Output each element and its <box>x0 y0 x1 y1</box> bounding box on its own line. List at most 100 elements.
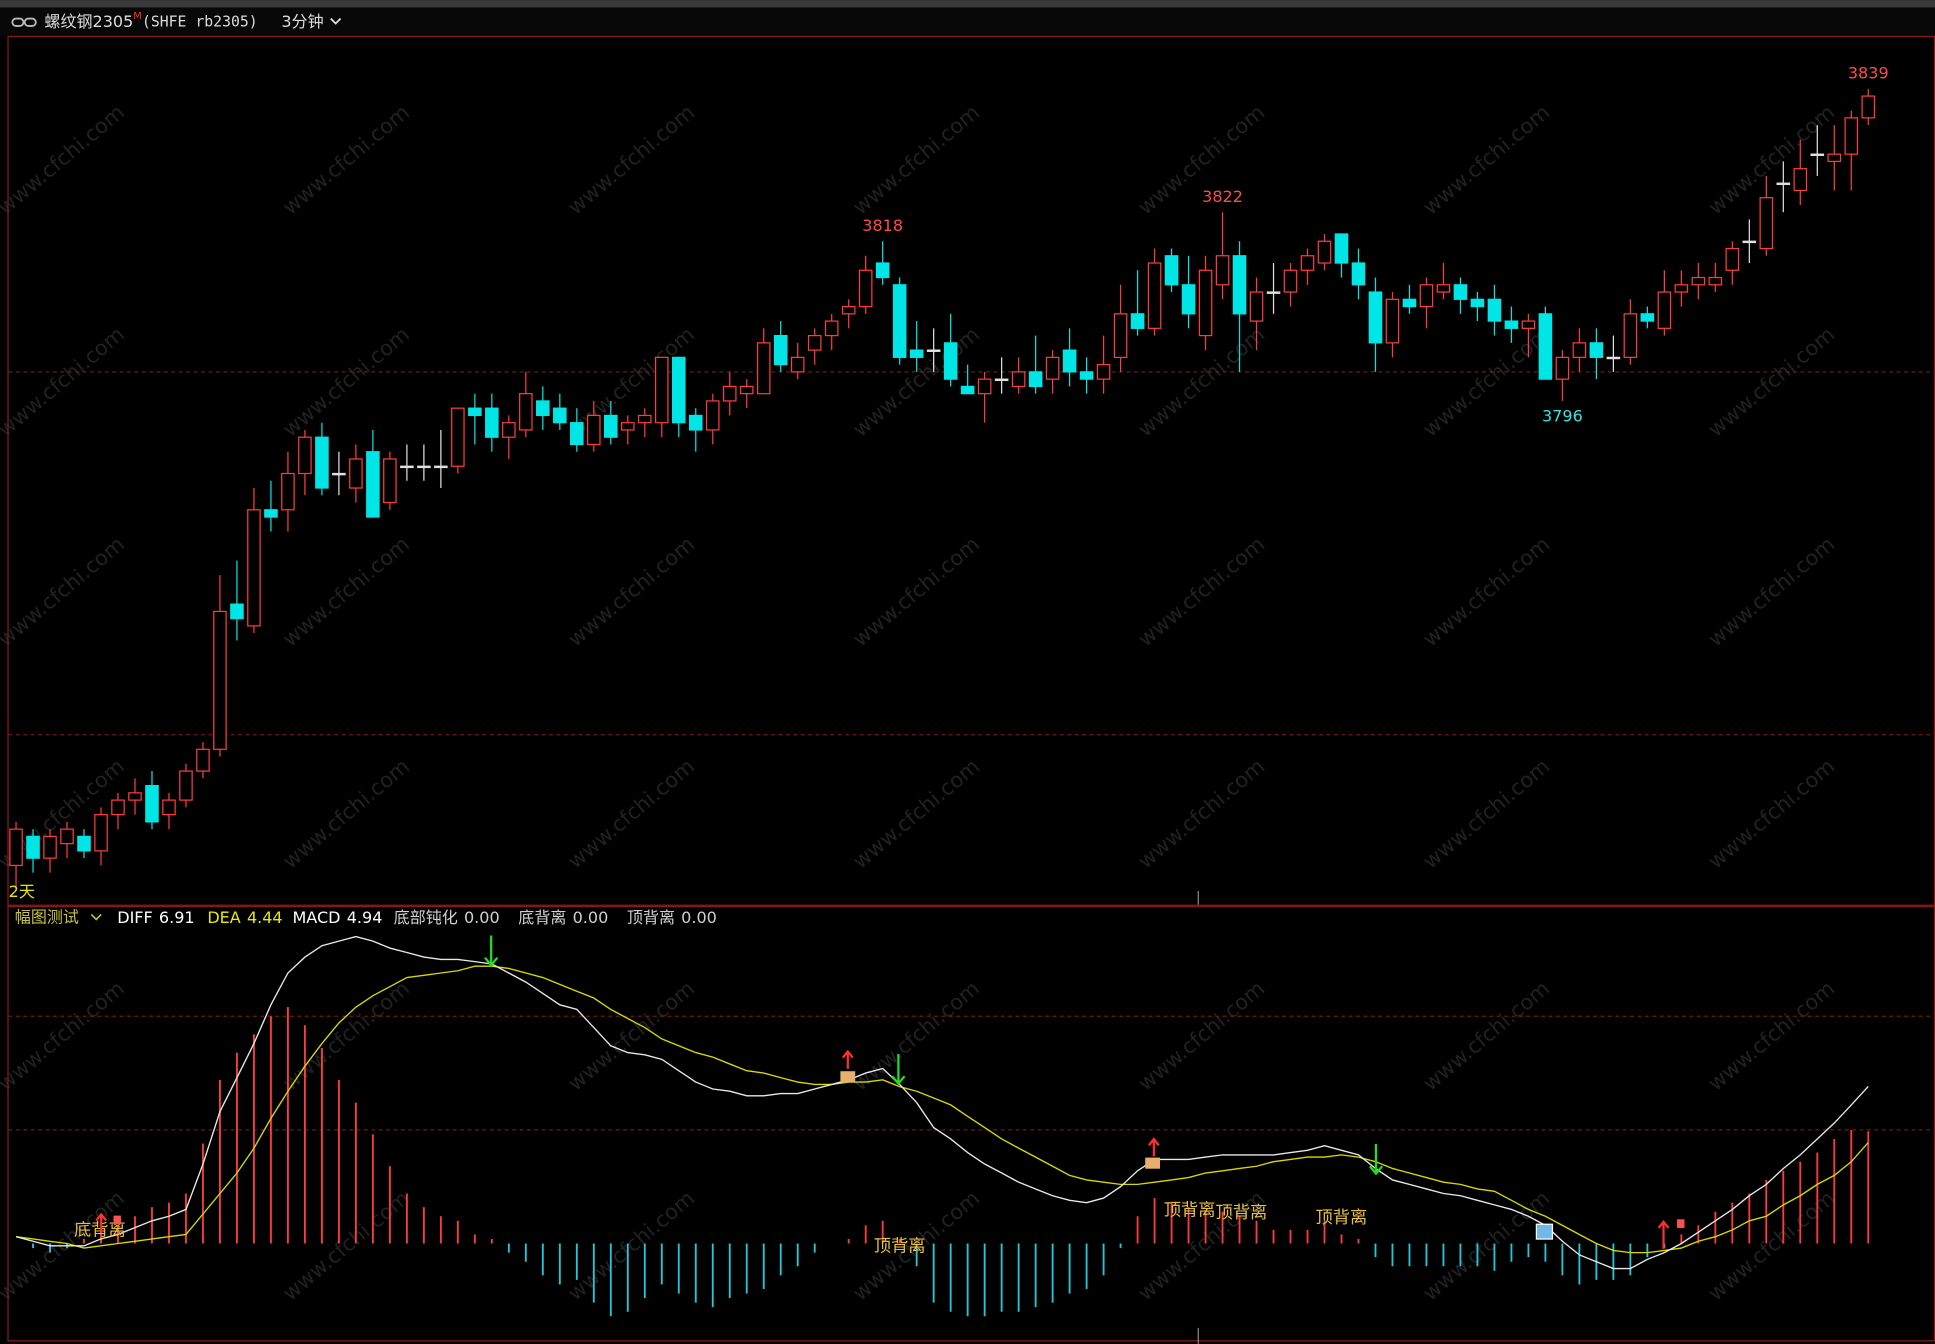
candle-body <box>1232 255 1247 315</box>
indicator-stat: 底部钝化 0.00 <box>394 908 500 927</box>
candle-body <box>1640 313 1655 322</box>
candle-body <box>1742 240 1757 244</box>
indicator-name[interactable]: 幅图测试 <box>15 908 79 927</box>
contract-code: (SHFE rb2305) <box>142 13 258 30</box>
candle-body <box>1674 284 1689 293</box>
stat-name: MACD <box>292 908 340 927</box>
candle-body <box>654 356 669 424</box>
candle-body <box>637 414 652 424</box>
stat-name: 底部钝化 <box>394 908 458 927</box>
indicator-chevron[interactable] <box>90 913 102 921</box>
candle-body <box>1368 291 1383 344</box>
candle-body <box>77 835 91 852</box>
candle-body <box>128 792 142 801</box>
candle-body <box>94 814 108 852</box>
candle-body <box>1436 284 1451 293</box>
candle-body <box>536 400 550 417</box>
candle-body <box>1045 356 1060 380</box>
indicator-line <box>15 935 1869 1270</box>
title-bar <box>0 7 1935 36</box>
candle-body <box>824 320 839 337</box>
candle-body <box>111 799 125 816</box>
signal-label: 顶背离 <box>1316 1208 1368 1228</box>
candle-body <box>841 305 856 315</box>
candle-body <box>994 378 1009 381</box>
extreme-label: 3818 <box>862 216 903 235</box>
candle-body <box>1589 342 1604 358</box>
candle-body <box>519 393 533 431</box>
extreme-label: 3796 <box>1542 406 1583 425</box>
indicator-stat: 底背离 0.00 <box>518 908 608 927</box>
stat-name: 底背离 <box>518 908 566 927</box>
candle-body <box>383 458 397 504</box>
candle-body <box>9 828 23 867</box>
candle-body <box>162 799 176 816</box>
indicator-stat: DEA 4.44 <box>207 908 282 927</box>
candle-body <box>977 378 992 395</box>
candle-body <box>1810 153 1825 156</box>
stat-name: 顶背离 <box>627 908 675 927</box>
period-selector[interactable]: 3分钟 <box>281 12 323 31</box>
signal-arrows <box>95 935 1685 1249</box>
candle-body <box>179 770 193 801</box>
indicator-stat: DIFF 6.91 <box>117 908 194 927</box>
candle-body <box>145 784 159 823</box>
candle-body <box>1555 356 1570 380</box>
extreme-label: 3839 <box>1848 64 1889 83</box>
candle-body <box>1759 197 1774 250</box>
candle-body <box>1351 262 1366 286</box>
plot: 3818 3822 3839 3796 DIFF 6.91 DEA 4.44 MACD 4.94 底… <box>8 64 1935 1317</box>
candle-body <box>1691 276 1706 286</box>
candle-body <box>790 356 805 373</box>
candle-body <box>587 414 601 446</box>
period-chevron[interactable] <box>330 17 342 25</box>
candle-body <box>281 472 295 511</box>
signal-label: 顶背离 <box>1216 1203 1268 1223</box>
candle-body <box>1011 371 1026 388</box>
stat-value: 4.44 <box>247 908 283 927</box>
candle-body <box>875 262 890 279</box>
candle-body <box>1776 182 1791 186</box>
main-panel-border <box>7 35 1935 906</box>
candle-body <box>909 349 924 358</box>
signal-label: 底背离 <box>74 1220 126 1240</box>
stat-value: 0.00 <box>464 908 500 927</box>
candle-body <box>671 356 686 424</box>
candle-body <box>1096 364 1111 380</box>
candle-body <box>1385 298 1400 344</box>
candle-body <box>366 451 380 518</box>
candle-body <box>892 284 907 358</box>
candle-body <box>1487 298 1502 322</box>
top-strip <box>0 0 1935 8</box>
signal-label: 顶背离 <box>1164 1201 1216 1221</box>
candle-body <box>1181 284 1196 315</box>
signal-label: 顶背离 <box>874 1236 926 1256</box>
candle-body <box>1844 117 1859 155</box>
candle-body <box>1793 168 1808 192</box>
candle-body <box>1402 298 1417 308</box>
candle-body <box>1453 284 1468 300</box>
stat-value: 4.94 <box>347 908 383 927</box>
badge: M <box>133 11 142 22</box>
candle-body <box>960 385 975 395</box>
candle-body <box>756 342 771 395</box>
candle-body <box>1130 313 1145 329</box>
macd-panel-border <box>7 905 1935 1342</box>
candle-body <box>570 422 584 446</box>
candle-body <box>807 334 822 351</box>
indicator-line <box>15 965 1869 1254</box>
candle-body <box>1317 240 1332 264</box>
candle-body <box>1861 95 1876 119</box>
candle-body <box>315 436 329 489</box>
candle-body <box>1419 284 1434 308</box>
candle-body <box>1215 255 1230 286</box>
candle-body <box>1827 153 1842 163</box>
candle-body <box>1113 313 1128 358</box>
candle-body <box>1164 255 1179 286</box>
stat-value: 0.00 <box>573 908 609 927</box>
candle-body <box>26 835 40 859</box>
stat-value: 6.91 <box>159 908 195 927</box>
candle-body <box>264 509 278 518</box>
